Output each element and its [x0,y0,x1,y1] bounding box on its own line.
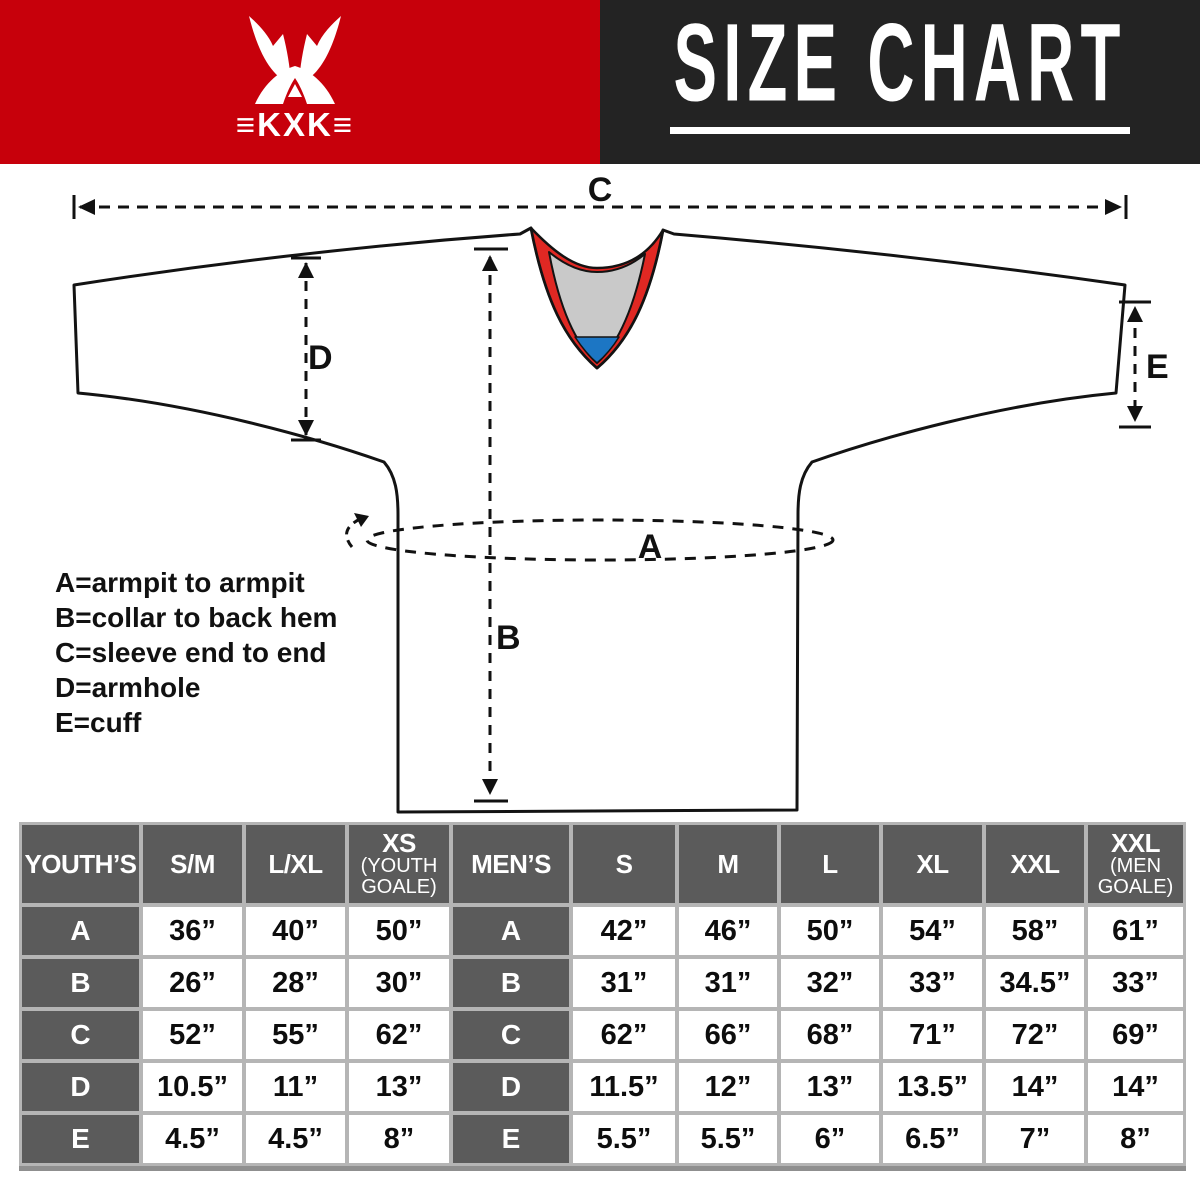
value-cell: 12” [679,1063,777,1111]
legend-line-b: B=collar to back hem [55,602,338,633]
row-label: B [22,959,139,1007]
value-cell: 31” [679,959,777,1007]
kxk-logo: ≡KXK≡ [205,8,385,143]
col-header-youths: YOUTH’S [22,825,139,903]
legend-line-a: A=armpit to armpit [55,567,305,598]
row-label: C [453,1011,569,1059]
value-cell: 8” [1088,1115,1183,1163]
label-a: A [638,528,663,566]
row-label: D [22,1063,139,1111]
legend-line-c: C=sleeve end to end [55,637,327,668]
kxk-logo-text: ≡KXK≡ [235,106,355,143]
value-cell: 26” [143,959,242,1007]
value-cell: 69” [1088,1011,1183,1059]
value-cell: 8” [349,1115,449,1163]
value-cell: 61” [1088,907,1183,955]
value-cell: 36” [143,907,242,955]
title-underline [670,126,1130,134]
label-c: C [588,171,613,209]
value-cell: 71” [883,1011,982,1059]
value-cell: 68” [781,1011,879,1059]
value-cell: 33” [883,959,982,1007]
value-cell: 62” [349,1011,449,1059]
dimension-arrowheads [78,199,1143,795]
value-cell: 33” [1088,959,1183,1007]
value-cell: 52” [143,1011,242,1059]
value-cell: 55” [246,1011,345,1059]
col-header-m: M [679,825,777,903]
col-header-sm: S/M [143,825,242,903]
label-d: D [308,339,333,377]
collar-blue-triangle [574,336,620,364]
col-header-l: L [781,825,879,903]
value-cell: 11.5” [573,1063,675,1111]
header-banner: ≡KXK≡ SIZE CHART [0,0,1200,164]
value-cell: 6” [781,1115,879,1163]
measurement-legend: A=armpit to armpit B=collar to back hem … [55,565,337,740]
value-cell: 14” [1088,1063,1183,1111]
value-cell: 50” [781,907,879,955]
col-header-lxl: L/XL [246,825,345,903]
value-cell: 34.5” [986,959,1084,1007]
value-cell: 4.5” [143,1115,242,1163]
col-header-s: S [573,825,675,903]
dimension-labels: C D B A E [308,171,1169,657]
row-label: A [453,907,569,955]
col-header-xxl-men-goale: XXL (MEN GOALE) [1088,825,1183,903]
value-cell: 32” [781,959,879,1007]
row-label: D [453,1063,569,1111]
value-cell: 7” [986,1115,1084,1163]
value-cell: 11” [246,1063,345,1111]
row-label: B [453,959,569,1007]
value-cell: 28” [246,959,345,1007]
jersey-measurement-diagram: C D B A E [72,171,1169,814]
value-cell: 14” [986,1063,1084,1111]
value-cell: 46” [679,907,777,955]
col-header-xxl: XXL [986,825,1084,903]
size-table: YOUTH’S S/M L/XL XS (YOUTH GOALE) MEN’S … [19,822,1186,1171]
value-cell: 62” [573,1011,675,1059]
value-cell: 5.5” [679,1115,777,1163]
legend-line-e: E=cuff [55,707,142,738]
value-cell: 5.5” [573,1115,675,1163]
brand-panel: ≡KXK≡ [0,0,600,164]
label-b: B [496,619,521,657]
value-cell: 72” [986,1011,1084,1059]
collar-inner-gray [548,251,646,364]
col-header-mens: MEN’S [453,825,569,903]
value-cell: 4.5” [246,1115,345,1163]
value-cell: 10.5” [143,1063,242,1111]
row-label: E [453,1115,569,1163]
kxk-butterfly-icon [249,16,341,104]
row-label: A [22,907,139,955]
row-label: C [22,1011,139,1059]
page-title: SIZE CHART [673,0,1127,125]
value-cell: 54” [883,907,982,955]
dimension-lines [72,195,1151,803]
value-cell: 6.5” [883,1115,982,1163]
value-cell: 40” [246,907,345,955]
value-cell: 13.5” [883,1063,982,1111]
value-cell: 13” [781,1063,879,1111]
value-cell: 66” [679,1011,777,1059]
value-cell: 58” [986,907,1084,955]
title-panel: SIZE CHART [600,0,1200,164]
value-cell: 31” [573,959,675,1007]
label-e: E [1146,348,1169,386]
col-header-xs-youth-goale: XS (YOUTH GOALE) [349,825,449,903]
value-cell: 50” [349,907,449,955]
value-cell: 42” [573,907,675,955]
row-label: E [22,1115,139,1163]
legend-line-d: D=armhole [55,672,201,703]
col-header-xl: XL [883,825,982,903]
value-cell: 30” [349,959,449,1007]
value-cell: 13” [349,1063,449,1111]
